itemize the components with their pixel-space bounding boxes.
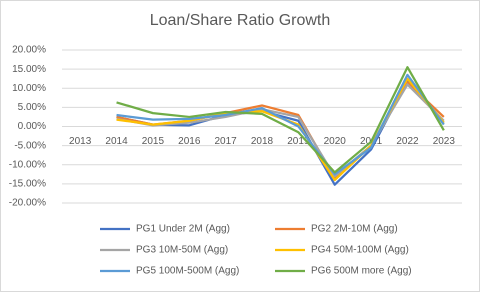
y-tick-label: 20.00% (12, 45, 46, 56)
legend-label: PG6 500M more (Agg) (311, 266, 412, 277)
x-tick-label: 2023 (433, 136, 456, 147)
x-tick-label: 2022 (396, 136, 419, 147)
legend-label: PG1 Under 2M (Agg) (136, 224, 230, 235)
series-line (116, 83, 445, 178)
y-tick-label: 5.00% (18, 102, 46, 113)
y-tick-label: -5.00% (14, 140, 46, 151)
y-tick-label: -15.00% (9, 179, 46, 190)
x-tick-label: 2013 (69, 136, 92, 147)
y-tick-label: 15.00% (12, 64, 46, 75)
y-tick-label: 10.00% (12, 83, 46, 94)
legend-label: PG2 2M-10M (Agg) (311, 224, 398, 235)
chart-title: Loan/Share Ratio Growth (150, 12, 331, 29)
x-tick-label: 2014 (105, 136, 128, 147)
y-tick-label: 0.00% (18, 121, 46, 132)
x-tick-label: 2016 (178, 136, 201, 147)
x-tick-label: 2015 (142, 136, 165, 147)
y-tick-label: -10.00% (9, 159, 46, 170)
x-tick-label: 2018 (251, 136, 274, 147)
legend-label: PG3 10M-50M (Agg) (136, 245, 228, 256)
series-line (116, 66, 445, 174)
x-tick-label: 2019 (287, 136, 310, 147)
series-line (116, 73, 445, 176)
x-tick-label: 2017 (215, 136, 238, 147)
legend-label: PG5 100M-500M (Agg) (136, 266, 239, 277)
x-tick-label: 2020 (324, 136, 347, 147)
y-tick-label: -20.00% (9, 198, 46, 209)
legend-label: PG4 50M-100M (Agg) (311, 245, 409, 256)
